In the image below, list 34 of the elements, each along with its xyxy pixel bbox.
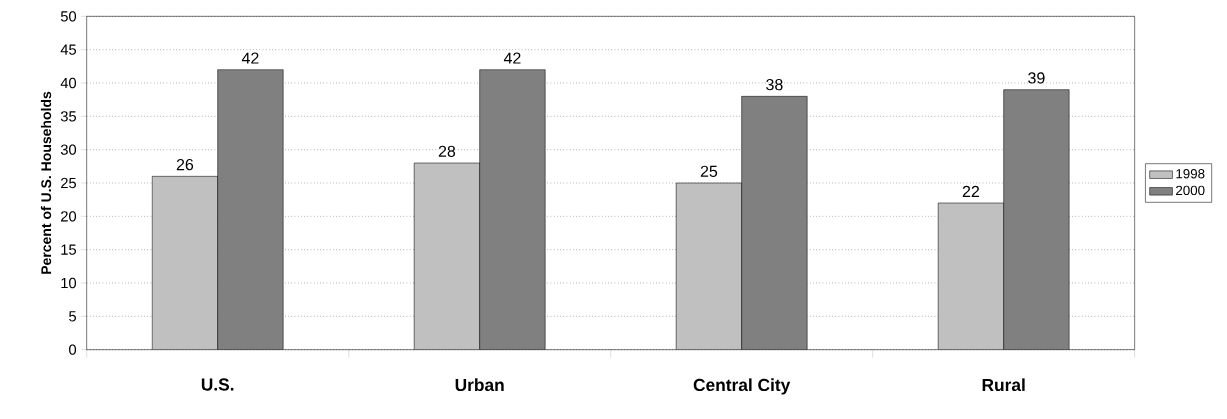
data-label: 39 <box>1028 72 1045 84</box>
x-tick-label: Central City <box>693 378 791 395</box>
legend-label: 1998 <box>1176 169 1205 179</box>
y-tick-label: 15 <box>61 244 76 255</box>
data-label: 42 <box>241 52 259 64</box>
y-tick-label: 35 <box>60 111 76 122</box>
x-tick-label: Urban <box>455 378 504 392</box>
y-tick-label: 0 <box>69 344 77 355</box>
y-tick-label: 40 <box>60 77 77 89</box>
bar <box>741 96 808 350</box>
data-label: 26 <box>176 158 194 171</box>
bar <box>937 202 1004 350</box>
y-tick-label: 25 <box>61 177 76 189</box>
x-tick-label: U.S. <box>201 378 234 391</box>
data-label: 38 <box>766 78 783 91</box>
y-axis-title: Percent of U.S. Households <box>40 91 52 274</box>
bar <box>675 182 742 350</box>
y-tick-label: 5 <box>69 311 76 322</box>
bar <box>217 69 284 350</box>
bar <box>479 69 546 350</box>
y-tick-label: 30 <box>60 144 77 155</box>
data-label: 42 <box>503 52 521 64</box>
data-label: 25 <box>700 165 718 177</box>
data-label: 28 <box>438 145 456 157</box>
y-tick-label: 20 <box>61 211 77 222</box>
data-label: 22 <box>962 185 980 197</box>
bar <box>1003 89 1070 350</box>
y-tick-label: 45 <box>60 44 76 55</box>
y-tick-label: 50 <box>60 11 77 22</box>
bar <box>413 162 480 350</box>
bar <box>151 176 218 350</box>
y-tick-label: 10 <box>61 277 77 289</box>
legend-label: 2000 <box>1176 185 1205 196</box>
x-tick-label: Rural <box>982 378 1025 392</box>
